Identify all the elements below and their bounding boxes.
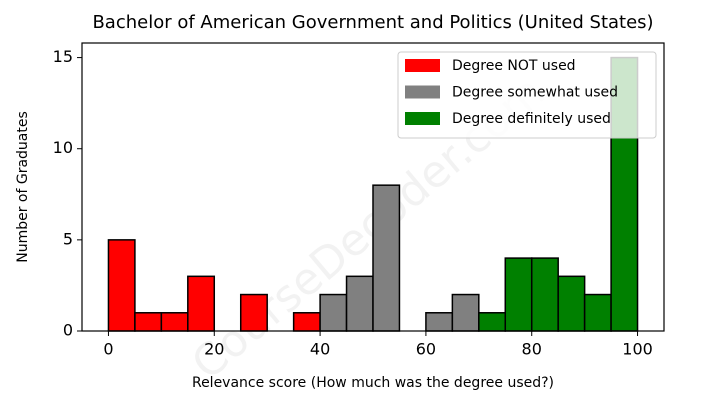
bar <box>504 257 533 332</box>
bar <box>345 275 374 332</box>
bar <box>478 312 507 332</box>
y-tick-label: 5 <box>63 229 73 248</box>
bar <box>160 312 189 332</box>
bar <box>319 293 348 332</box>
legend-swatch <box>405 112 440 125</box>
bar <box>530 257 559 332</box>
bar <box>557 275 586 332</box>
legend-label: Degree somewhat used <box>452 85 618 101</box>
x-tick-label: 40 <box>310 340 330 359</box>
chart-title: Bachelor of American Government and Poli… <box>92 12 653 33</box>
x-tick-label: 100 <box>622 340 653 359</box>
plot-frame <box>81 42 665 332</box>
bar <box>372 184 401 332</box>
x-tick-label: 0 <box>103 340 113 359</box>
y-tick-label: 15 <box>53 47 73 66</box>
bar <box>187 275 216 332</box>
legend-label: Degree NOT used <box>452 58 576 74</box>
bar <box>451 293 480 332</box>
bar <box>425 312 454 332</box>
legend-label: Degree definitely used <box>452 111 611 127</box>
x-tick-label: 20 <box>204 340 224 359</box>
bar <box>583 293 612 332</box>
bar <box>292 312 321 332</box>
legend-swatch <box>405 59 440 72</box>
bar <box>134 312 163 332</box>
bar <box>239 293 268 332</box>
x-tick-label: 60 <box>416 340 436 359</box>
legend-box <box>397 51 657 139</box>
legend-swatch <box>405 85 440 99</box>
y-tick-label: 10 <box>53 138 73 157</box>
legend: Degree NOT used Degree somewhat used Degre… <box>397 51 657 139</box>
x-axis-label: Relevance score (How much was the degree… <box>192 375 554 391</box>
y-tick-label: 0 <box>63 321 73 340</box>
x-tick-label: 80 <box>522 340 542 359</box>
bar <box>107 239 136 332</box>
y-axis-label: Number of Graduates <box>15 111 31 263</box>
